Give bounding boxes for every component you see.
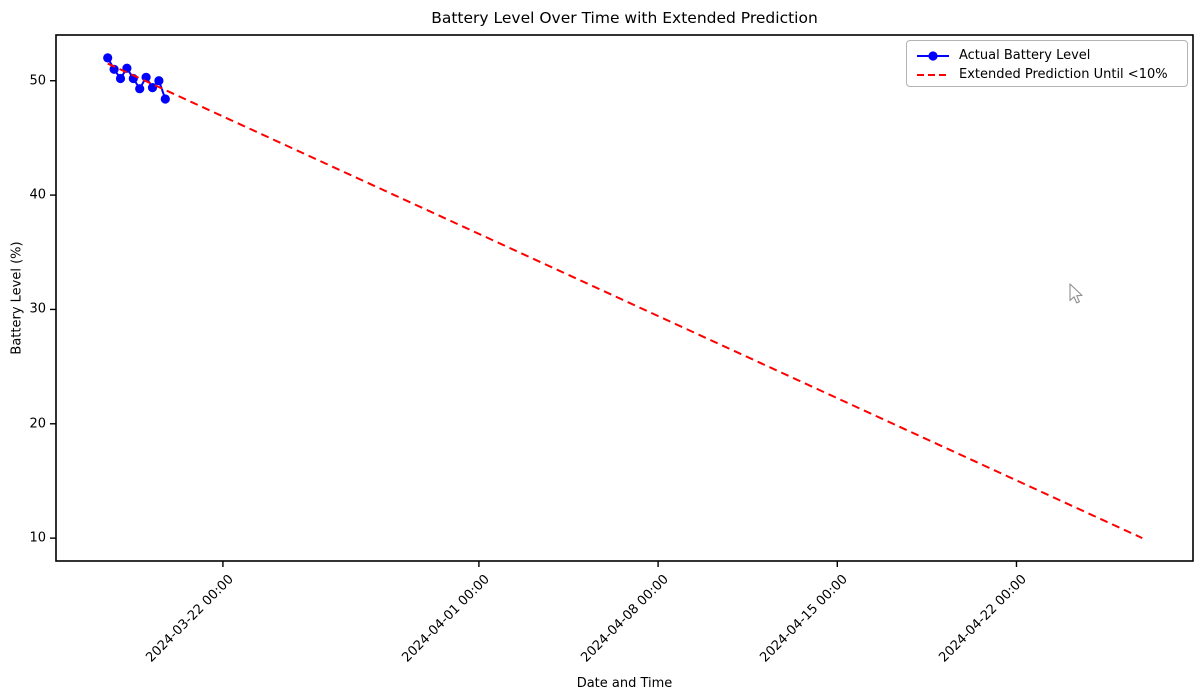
legend-label-actual: Actual Battery Level [959, 48, 1091, 63]
dashed-line-marker-icon [917, 73, 949, 76]
mouse-cursor-icon [1069, 283, 1083, 304]
data-point-marker [135, 84, 145, 94]
data-point-marker [147, 83, 158, 93]
legend-item-prediction: Extended Prediction Until <10% [916, 65, 1179, 84]
y-tick-label: 30 [29, 301, 46, 317]
legend-label-prediction: Extended Prediction Until <10% [959, 67, 1168, 82]
data-point-marker [109, 64, 119, 74]
data-point-marker [154, 76, 164, 86]
chart-title: Battery Level Over Time with Extended Pr… [431, 9, 818, 27]
x-axis-label: Date and Time [576, 676, 673, 691]
series-prediction-line [107, 62, 1143, 540]
y-tick-label: 20 [29, 416, 46, 432]
axes-frame [55, 34, 1194, 562]
data-point-marker [115, 73, 126, 84]
data-point-marker [103, 53, 113, 63]
data-point-marker [160, 94, 170, 104]
solid-line-marker-icon [917, 50, 949, 61]
legend-item-actual: Actual Battery Level [916, 46, 1179, 65]
y-tick-label: 10 [29, 530, 46, 546]
series-actual-line [106, 57, 167, 100]
y-tick-label: 40 [29, 187, 46, 203]
y-tick-label: 50 [29, 73, 46, 89]
legend: Actual Battery Level Extended Prediction… [906, 40, 1188, 87]
